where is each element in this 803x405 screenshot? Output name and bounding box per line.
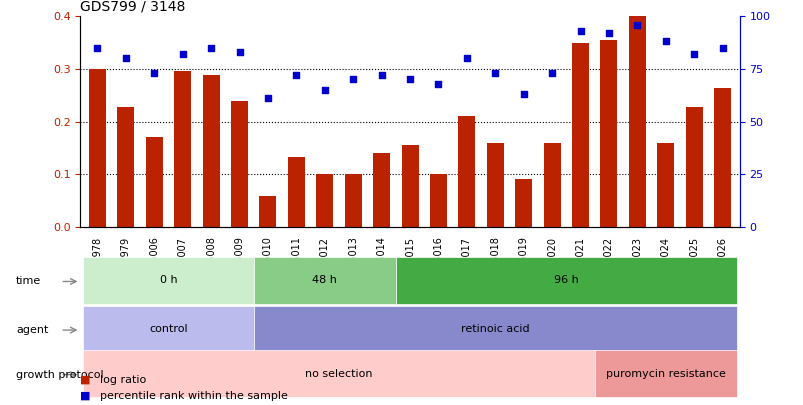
Point [630, 21, 643, 28]
Point [658, 38, 671, 45]
Bar [515, 179, 532, 227]
Point [318, 87, 331, 93]
Bar [571, 43, 589, 227]
Bar [656, 143, 674, 227]
Text: log ratio: log ratio [100, 375, 147, 385]
Bar [486, 143, 503, 227]
Point [176, 51, 189, 58]
Bar [287, 157, 304, 227]
Bar [145, 137, 162, 227]
Text: time: time [16, 277, 41, 286]
Text: 48 h: 48 h [312, 275, 336, 286]
Bar [713, 88, 730, 227]
Text: retinoic acid: retinoic acid [460, 324, 529, 334]
Bar [628, 16, 645, 227]
Bar [344, 174, 361, 227]
Text: agent: agent [16, 325, 48, 335]
Bar [543, 143, 560, 227]
Point [488, 70, 501, 76]
Bar [316, 174, 333, 227]
Bar [230, 102, 248, 227]
Point [261, 95, 274, 102]
Point [205, 45, 218, 51]
Point [431, 80, 444, 87]
Bar [685, 107, 702, 227]
Point [233, 49, 246, 55]
Text: control: control [149, 324, 188, 334]
Point [573, 28, 586, 34]
Text: puromycin resistance: puromycin resistance [605, 369, 725, 379]
Bar [174, 72, 191, 227]
Text: no selection: no selection [305, 369, 373, 379]
Text: growth protocol: growth protocol [16, 370, 104, 379]
Bar [202, 75, 219, 227]
Point [290, 72, 303, 79]
Text: ■: ■ [80, 391, 91, 401]
Bar [117, 107, 134, 227]
Bar [458, 116, 475, 227]
Bar [401, 145, 418, 227]
Point [91, 45, 104, 51]
Point [687, 51, 699, 58]
Bar [259, 196, 276, 227]
Text: 0 h: 0 h [160, 275, 177, 286]
Point [715, 45, 728, 51]
Text: ■: ■ [80, 375, 91, 385]
Text: 96 h: 96 h [553, 275, 578, 286]
Point [346, 76, 359, 83]
Bar [89, 69, 106, 227]
Point [545, 70, 558, 76]
Point [460, 55, 473, 62]
Text: GDS799 / 3148: GDS799 / 3148 [80, 0, 185, 14]
Bar [430, 174, 446, 227]
Bar [600, 40, 617, 227]
Point [516, 91, 529, 97]
Point [601, 30, 614, 36]
Point [403, 76, 416, 83]
Text: percentile rank within the sample: percentile rank within the sample [100, 391, 288, 401]
Point [148, 70, 161, 76]
Point [375, 72, 388, 79]
Bar [373, 153, 389, 227]
Point [120, 55, 132, 62]
